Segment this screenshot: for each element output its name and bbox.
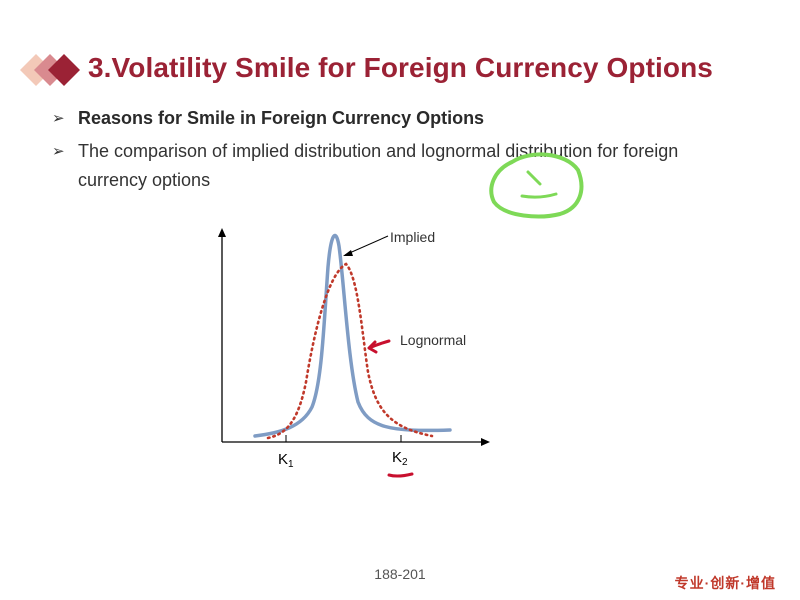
x-axis-arrow-icon — [481, 438, 490, 446]
bullet-arrow-icon: ➢ — [52, 110, 65, 127]
tick-label-k1: K1 — [278, 451, 294, 470]
distribution-figure: Implied Lognormal K1 K2 — [218, 228, 490, 470]
bullet-list: ➢ Reasons for Smile in Foreign Currency … — [52, 104, 732, 195]
implied-curve — [253, 233, 452, 438]
bullet-item: ➢ The comparison of implied distribution… — [52, 137, 732, 195]
page-number: 188-201 — [374, 566, 426, 582]
bullet-text: Reasons for Smile in Foreign Currency Op… — [78, 108, 485, 128]
bullet-text: The comparison of implied distribution a… — [78, 141, 679, 190]
bullet-arrow-icon: ➢ — [52, 143, 65, 160]
y-axis-arrow-icon — [218, 228, 226, 237]
tick-label-k2: K2 — [392, 449, 408, 468]
red-pen-underline — [387, 472, 414, 478]
lognormal-curve — [266, 262, 434, 440]
title-bar: 3.Volatility Smile for Foreign Currency … — [18, 46, 788, 96]
label-lognormal: Lognormal — [400, 332, 466, 348]
slide-title: 3.Volatility Smile for Foreign Currency … — [88, 52, 713, 83]
implied-pointer-arrow-icon — [343, 250, 353, 256]
footer-slogan: 专业·创新·增值 — [674, 575, 776, 591]
bullet-item: ➢ Reasons for Smile in Foreign Currency … — [52, 104, 732, 133]
diamond-logo-icon — [20, 54, 80, 86]
implied-pointer-line — [344, 235, 389, 256]
label-implied: Implied — [390, 229, 435, 245]
